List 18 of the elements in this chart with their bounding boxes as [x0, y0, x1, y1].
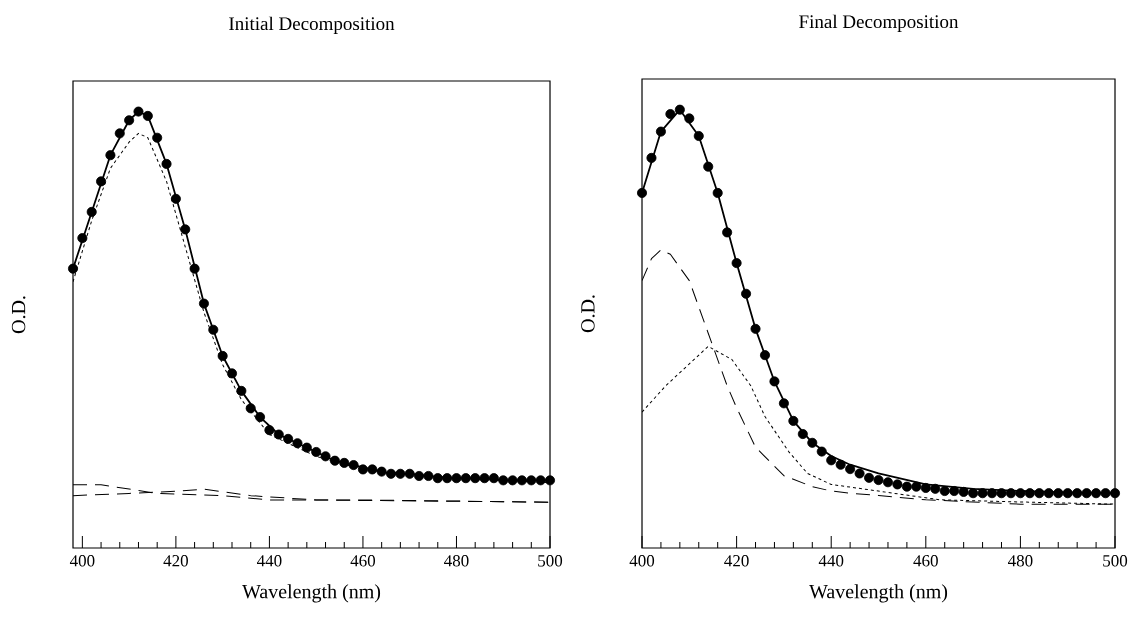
y-axis-title: O.D. — [581, 295, 595, 333]
x-tick-label: 480 — [1008, 555, 1033, 567]
x-tick-label: 420 — [163, 555, 188, 567]
y-axis-title: O.D. — [11, 296, 26, 334]
x-axis-title: Wavelength (nm) — [809, 584, 948, 603]
x-tick-label: 400 — [69, 555, 95, 567]
x-tick-label: 400 — [629, 555, 655, 567]
x-tick-label: 440 — [818, 555, 844, 567]
x-tick-label: 460 — [913, 555, 938, 567]
x-tick-label: 460 — [350, 555, 376, 567]
x-tick-label: 500 — [538, 555, 563, 567]
x-tick-label: 480 — [444, 555, 469, 567]
chart-title: Initial Decomposition — [229, 16, 395, 34]
chart-title: Final Decomposition — [799, 14, 959, 32]
x-tick-label: 440 — [257, 555, 282, 567]
x-axis-title: Wavelength (nm) — [242, 584, 381, 603]
x-tick-label: 420 — [724, 555, 749, 567]
x-tick-label: 500 — [1103, 555, 1128, 567]
